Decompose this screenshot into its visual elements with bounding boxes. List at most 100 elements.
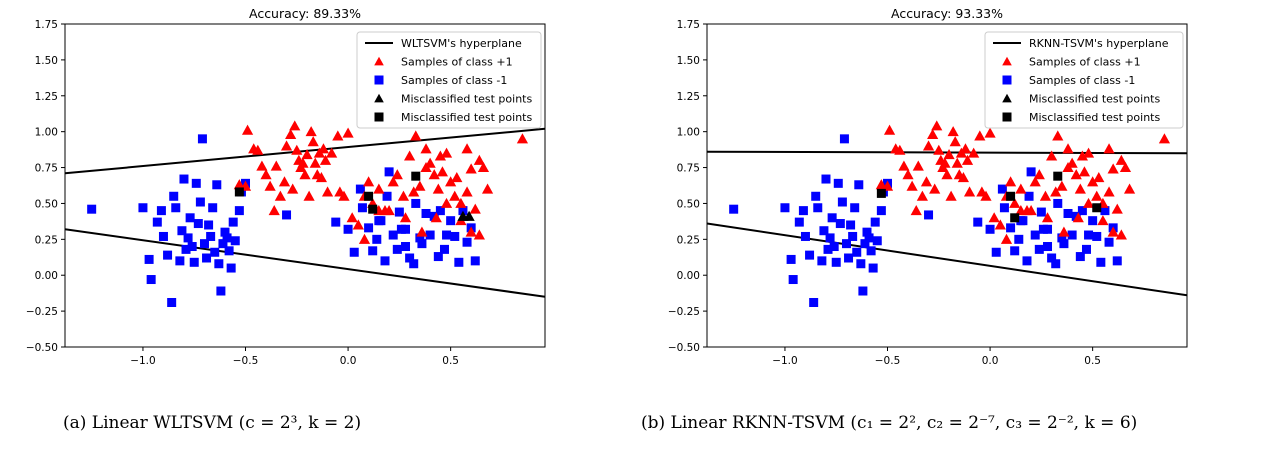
x-tick-label: −0.5 [875,355,901,367]
class-pos-point [342,127,354,138]
class-pos-point [440,197,453,208]
class-pos-point [933,144,945,155]
class-neg-point [234,206,244,216]
class-neg-point [850,203,860,213]
legend-label: Samples of class -1 [401,74,507,87]
x-tick-label: −1.0 [772,355,798,367]
class-neg-point [854,180,864,190]
class-pos-point [315,172,328,183]
class-neg-point [1084,230,1094,240]
misclassified-neg-point [368,204,378,214]
misclassified-neg-point [876,188,886,198]
class-neg-point [1057,233,1067,243]
legend-swatch-triangle [374,56,384,66]
class-pos-point [1015,205,1027,216]
class-pos-point [1009,197,1021,208]
class-pos-point [461,143,473,154]
class-pos-point [929,183,941,194]
class-neg-point [1010,246,1020,256]
class-neg-point [177,226,187,236]
class-neg-point [1100,206,1110,216]
class-pos-point [902,169,914,180]
class-pos-point [319,154,332,165]
class-neg-point [458,206,468,216]
class-pos-point [295,161,307,173]
class-neg-point [411,198,421,208]
legend-label: Misclassified test points [401,111,532,124]
class-neg-point [829,242,839,252]
class-neg-point [1043,224,1053,234]
class-neg-point [924,210,934,220]
class-pos-point [1004,176,1017,187]
class-neg-point [138,203,148,213]
class-pos-point [1076,150,1088,161]
class-pos-point [912,160,924,171]
class-pos-point [391,169,403,180]
class-neg-point [470,256,480,266]
y-tick-label: 1.00 [677,127,700,139]
axes-frame [706,23,1188,348]
class-pos-point [289,120,301,131]
hyperplane-line-2 [65,228,545,298]
class-neg-point [446,216,456,226]
class-pos-point [307,136,319,147]
class-pos-point [305,126,317,137]
class-pos-point [931,120,943,131]
legend-swatch-triangle [1002,93,1012,103]
y-tick-label: 0.50 [677,198,700,210]
class-pos-point [951,157,963,168]
class-neg-point [872,236,882,246]
class-neg-point [158,231,168,241]
class-neg-point [876,206,886,216]
class-pos-point [1046,150,1058,161]
class-pos-point [285,128,297,140]
class-pos-point [1107,226,1119,237]
class-pos-point [1107,163,1119,174]
class-neg-point [374,216,384,226]
axes-frame [64,23,546,348]
class-neg-point [171,203,181,213]
class-neg-point [226,263,236,273]
class-pos-point [1052,130,1064,141]
y-tick-label: 0.75 [35,163,58,175]
class-pos-point [1103,143,1115,154]
class-neg-point [844,253,854,263]
class-neg-point [1047,253,1057,263]
class-pos-point [1062,161,1074,173]
y-tick-label: −0.50 [26,342,58,354]
class-pos-point [321,186,334,197]
class-pos-point [1082,147,1095,158]
legend-label: Samples of class +1 [1029,56,1141,69]
class-pos-point [278,176,291,187]
class-pos-point [301,149,313,160]
class-pos-point [1097,215,1109,226]
y-tick-label: 1.50 [677,55,700,67]
plot-area [65,120,545,307]
class-pos-point [1072,212,1084,223]
class-neg-point [866,246,876,256]
misclassified-neg-point [411,171,421,181]
class-pos-point [1091,190,1103,201]
class-neg-point [331,217,341,227]
legend-label: WLTSVM's hyperplane [401,37,522,50]
class-pos-point [451,172,463,183]
class-neg-point [228,217,238,227]
class-neg-point [868,263,878,273]
class-pos-point [1062,143,1074,154]
class-neg-point [821,174,831,184]
class-pos-point [955,147,967,158]
caption-a: (a) Linear WLTSVM (c = 2³, k = 2) [63,413,362,433]
class-pos-point [963,186,976,197]
legend-swatch-triangle [1002,56,1012,66]
class-neg-point [819,226,829,236]
class-pos-point [1087,176,1099,187]
class-neg-point [191,178,201,188]
class-pos-point [469,203,481,214]
class-pos-point [420,143,432,154]
class-neg-point [1092,231,1102,241]
x-tick-label: 0.5 [442,355,459,367]
class-pos-point [397,190,410,201]
class-neg-point [786,254,796,264]
class-pos-point [941,169,953,180]
class-neg-point [454,257,464,267]
